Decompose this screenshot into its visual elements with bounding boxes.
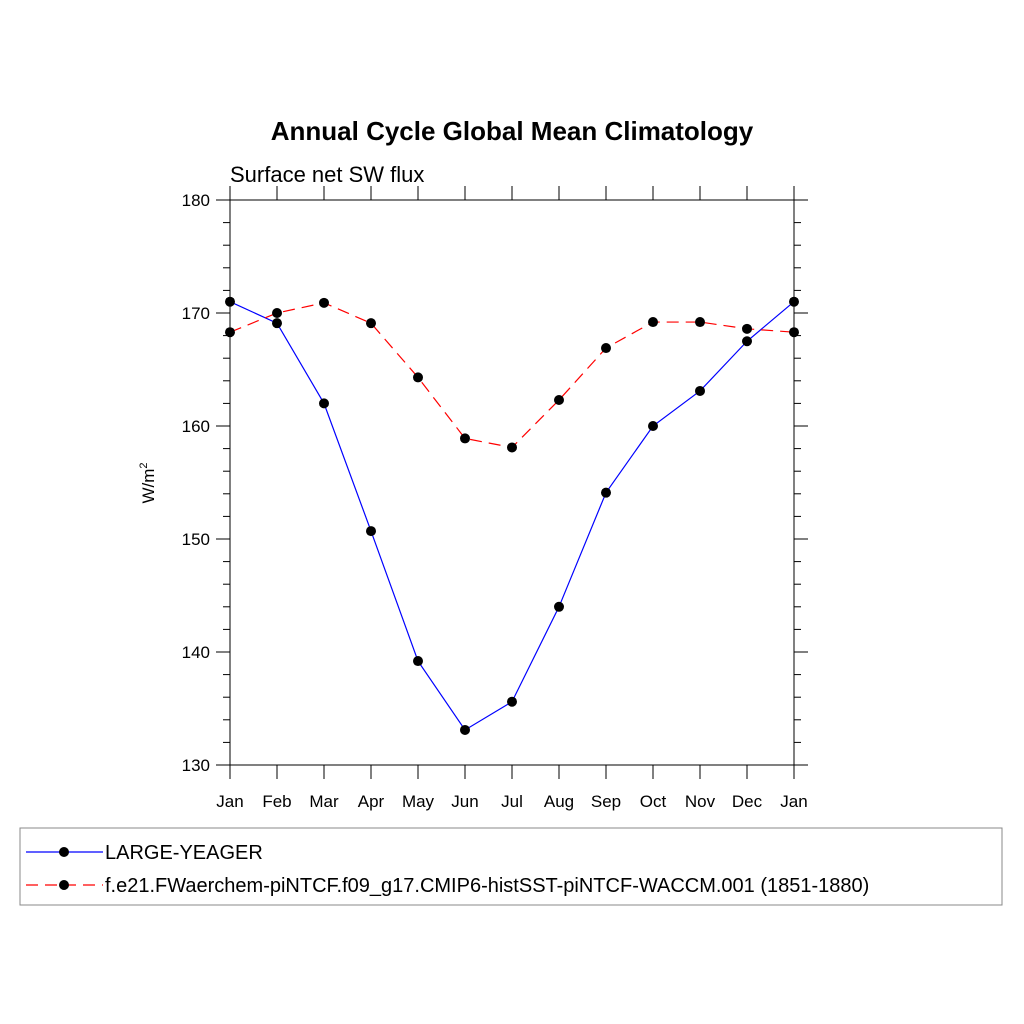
axes: 130 140 150 160 170 180 Jan Feb Mar Apr May Jun Jul A… [182, 186, 808, 811]
x-tick-label: Aug [544, 792, 574, 811]
series-line-2 [229, 302, 795, 449]
series-2-point [319, 297, 329, 308]
series-2-point [366, 318, 376, 329]
series-1-point [460, 724, 470, 735]
series-1-point [554, 601, 564, 612]
series-2-point [460, 433, 470, 444]
x-tick-label: Jul [501, 792, 523, 811]
series-1-point [742, 336, 752, 347]
y-tick-label: 180 [182, 191, 210, 210]
legend-label-1: LARGE-YEAGER [105, 842, 263, 864]
series-1-point [507, 696, 517, 707]
y-tick-label: 130 [182, 756, 210, 775]
x-tick-label: Jun [451, 792, 478, 811]
series-2-point [413, 372, 423, 383]
chart-subtitle: Surface net SW flux [230, 162, 424, 187]
legend-marker-2 [59, 880, 69, 890]
series-1-point [272, 318, 282, 329]
chart-title: Annual Cycle Global Mean Climatology [271, 116, 754, 146]
series-2-point [695, 317, 705, 328]
series-1-point [601, 487, 611, 498]
series-1-point [413, 656, 423, 667]
series-line-1 [229, 301, 795, 731]
y-axis-label-superscript: 2 [138, 462, 150, 468]
series-1-point [648, 421, 658, 431]
y-tick-label: 150 [182, 530, 210, 549]
legend-box [19, 827, 1003, 906]
x-tick-label: Oct [640, 792, 667, 811]
series-2-point [648, 317, 658, 328]
x-tick-label: Jan [216, 792, 243, 811]
x-tick-label: Sep [591, 792, 621, 811]
y-tick-label: 140 [182, 643, 210, 662]
legend: LARGE-YEAGER f.e21.FWaerchem-piNTCF.f09_g… [19, 827, 1003, 906]
series-2-point [742, 323, 752, 334]
x-tick-label: Dec [732, 792, 763, 811]
legend-marker-1 [59, 847, 69, 857]
x-tick-label: Feb [262, 792, 291, 811]
x-tick-label: May [402, 792, 435, 811]
legend-label-2: f.e21.FWaerchem-piNTCF.f09_g17.CMIP6-his… [105, 875, 869, 897]
series-1-point [366, 526, 376, 537]
series-2-point [554, 395, 564, 406]
series-1-point [319, 398, 329, 409]
x-tick-label: Jan [780, 792, 807, 811]
series-2-point [272, 308, 282, 318]
x-tick-label: Mar [309, 792, 339, 811]
x-tick-label: Apr [358, 792, 385, 811]
plot-area [225, 296, 799, 735]
series-1-point [695, 385, 705, 396]
y-axis-label: W/m2 [138, 462, 158, 503]
series-2-point [601, 343, 611, 354]
y-tick-label: 160 [182, 417, 210, 436]
series-2-point [507, 442, 517, 453]
svg-text:W/m2: W/m2 [138, 462, 158, 503]
y-axis-label-text: W/m [139, 469, 158, 504]
x-tick-label: Nov [685, 792, 716, 811]
plot-frame [229, 199, 795, 766]
y-tick-label: 170 [182, 304, 210, 323]
